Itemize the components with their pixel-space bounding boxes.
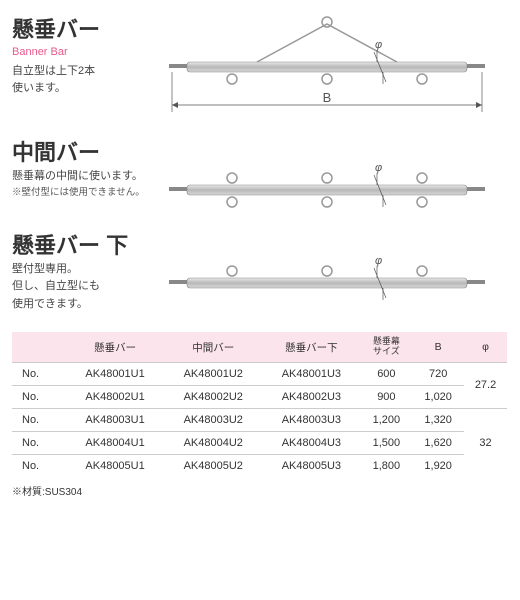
cell: 720 bbox=[412, 362, 464, 385]
cell: AK48003U2 bbox=[164, 408, 262, 431]
row-no: No. bbox=[12, 454, 66, 477]
table-row: No.AK48002U1AK48002U2AK48002U39001,020 bbox=[12, 385, 507, 408]
svg-text:φ: φ bbox=[375, 255, 382, 267]
col-header: 懸垂幕サイズ bbox=[360, 332, 412, 362]
cell: AK48001U1 bbox=[66, 362, 164, 385]
cell: AK48002U1 bbox=[66, 385, 164, 408]
cell: AK48005U3 bbox=[262, 454, 360, 477]
row-no: No. bbox=[12, 408, 66, 431]
note-text: 壁付型専用。 bbox=[12, 262, 162, 277]
svg-text:B: B bbox=[323, 90, 332, 105]
spec-table: 懸垂バー中間バー懸垂バー下懸垂幕サイズBφ No.AK48001U1AK4800… bbox=[12, 332, 507, 477]
diagram-mid: φ bbox=[162, 135, 508, 210]
note-text: ※壁付型には使用できません。 bbox=[12, 186, 162, 199]
diagram-bottom: φ bbox=[162, 228, 508, 303]
cell: 600 bbox=[360, 362, 412, 385]
title-en: Banner Bar bbox=[12, 46, 162, 58]
col-header: 中間バー bbox=[164, 332, 262, 362]
table-row: No.AK48003U1AK48003U2AK48003U31,2001,320… bbox=[12, 408, 507, 431]
col-header: B bbox=[412, 332, 464, 362]
col-header bbox=[12, 332, 66, 362]
row-no: No. bbox=[12, 431, 66, 454]
material-footnote: ※材質:SUS304 bbox=[12, 483, 508, 498]
cell: AK48004U3 bbox=[262, 431, 360, 454]
cell: AK48004U2 bbox=[164, 431, 262, 454]
cell: AK48001U2 bbox=[164, 362, 262, 385]
cell: AK48003U1 bbox=[66, 408, 164, 431]
svg-text:φ: φ bbox=[375, 39, 382, 51]
note-text: 使います。 bbox=[12, 81, 162, 96]
cell: 1,500 bbox=[360, 431, 412, 454]
row-no: No. bbox=[12, 362, 66, 385]
cell: AK48005U1 bbox=[66, 454, 164, 477]
cell-phi: 27.2 bbox=[464, 362, 507, 408]
cell: 1,200 bbox=[360, 408, 412, 431]
cell: 1,320 bbox=[412, 408, 464, 431]
note-text: 但し、自立型にも bbox=[12, 279, 162, 294]
svg-text:φ: φ bbox=[375, 162, 382, 174]
cell: 1,920 bbox=[412, 454, 464, 477]
section-bottom: 懸垂バー 下壁付型専用。但し、自立型にも使用できます。 φ bbox=[12, 228, 508, 314]
note-text: 自立型は上下2本 bbox=[12, 64, 162, 79]
cell: 1,800 bbox=[360, 454, 412, 477]
section-mid: 中間バー懸垂幕の中間に使います。 ※壁付型には使用できません。 φ bbox=[12, 135, 508, 210]
section-top: 懸垂バーBanner Bar自立型は上下2本使います。Bφ bbox=[12, 12, 508, 117]
diagram-top: Bφ bbox=[162, 12, 508, 117]
cell: AK48004U1 bbox=[66, 431, 164, 454]
table-row: No.AK48004U1AK48004U2AK48004U31,5001,620 bbox=[12, 431, 507, 454]
col-header: φ bbox=[464, 332, 507, 362]
cell: AK48002U3 bbox=[262, 385, 360, 408]
cell-phi: 32 bbox=[464, 408, 507, 477]
col-header: 懸垂バー下 bbox=[262, 332, 360, 362]
title-jp: 懸垂バー 下 bbox=[12, 228, 162, 260]
cell: 900 bbox=[360, 385, 412, 408]
cell: AK48005U2 bbox=[164, 454, 262, 477]
title-jp: 中間バー bbox=[12, 135, 162, 167]
note-text: 使用できます。 bbox=[12, 297, 162, 312]
cell: AK48001U3 bbox=[262, 362, 360, 385]
cell: AK48003U3 bbox=[262, 408, 360, 431]
title-jp: 懸垂バー bbox=[12, 12, 162, 44]
col-header: 懸垂バー bbox=[66, 332, 164, 362]
cell: 1,620 bbox=[412, 431, 464, 454]
table-row: No.AK48005U1AK48005U2AK48005U31,8001,920 bbox=[12, 454, 507, 477]
row-no: No. bbox=[12, 385, 66, 408]
note-text: 懸垂幕の中間に使います。 bbox=[12, 169, 162, 184]
table-row: No.AK48001U1AK48001U2AK48001U360072027.2 bbox=[12, 362, 507, 385]
cell: 1,020 bbox=[412, 385, 464, 408]
cell: AK48002U2 bbox=[164, 385, 262, 408]
